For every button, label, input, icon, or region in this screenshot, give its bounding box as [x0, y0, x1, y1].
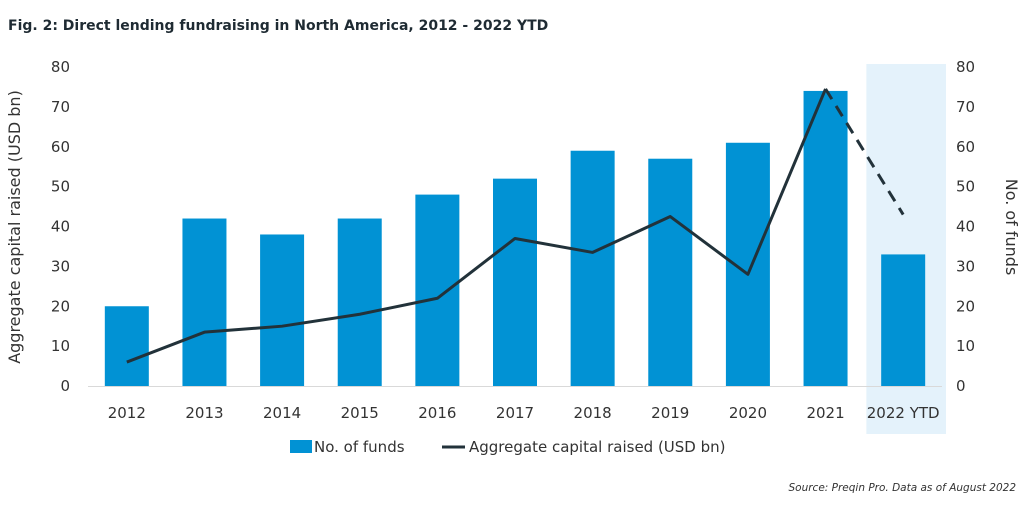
chart-title: Fig. 2: Direct lending fundraising in No…: [8, 18, 549, 34]
x-axis-labels: 2012 2013 2014 2015 2016 2017 2018 2019 2020 2021…: [108, 404, 940, 422]
right-axis-title: No. of funds: [1002, 179, 1021, 276]
bar: [182, 218, 227, 386]
right-tick-label: 10: [956, 337, 975, 355]
right-tick-label: 40: [956, 218, 975, 236]
right-tick-label: 60: [956, 138, 975, 156]
x-tick-label: 2013: [185, 404, 223, 422]
left-tick-label: 10: [51, 337, 70, 355]
x-tick-label: 2020: [729, 404, 767, 422]
line-solid: [126, 88, 827, 364]
bar: [104, 306, 149, 386]
left-tick-label: 30: [51, 257, 70, 275]
x-tick-label: 2021: [806, 404, 844, 422]
right-tick-label: 0: [956, 377, 966, 395]
x-tick-label: 2018: [574, 404, 612, 422]
bar: [415, 194, 460, 386]
x-tick-label: 2017: [496, 404, 534, 422]
bar-series: [104, 90, 926, 387]
left-tick-label: 40: [51, 218, 70, 236]
source-note: Source: Preqin Pro. Data as of August 20…: [788, 482, 1016, 494]
bar: [570, 150, 615, 386]
left-tick-label: 60: [51, 138, 70, 156]
bar: [648, 158, 693, 386]
right-tick-label: 70: [956, 98, 975, 116]
legend-label-bars: No. of funds: [314, 438, 405, 456]
left-axis: 0 10 20 30 40 50 60 70 80: [51, 58, 70, 395]
left-tick-label: 0: [60, 377, 70, 395]
line-dashed: [824, 88, 905, 216]
legend-label-line: Aggregate capital raised (USD bn): [469, 438, 726, 456]
x-tick-label: 2015: [341, 404, 379, 422]
right-tick-label: 80: [956, 58, 975, 76]
left-tick-label: 20: [51, 297, 70, 315]
line-series: [126, 88, 905, 364]
legend-swatch-bars: [290, 440, 312, 453]
x-tick-label: 2022 YTD: [867, 404, 940, 422]
x-tick-label: 2014: [263, 404, 301, 422]
left-tick-label: 80: [51, 58, 70, 76]
bar: [260, 234, 305, 386]
left-tick-label: 50: [51, 178, 70, 196]
x-tick-label: 2019: [651, 404, 689, 422]
right-tick-label: 20: [956, 297, 975, 315]
left-axis-title: Aggregate capital raised (USD bn): [5, 90, 24, 364]
x-tick-label: 2016: [418, 404, 456, 422]
right-tick-label: 50: [956, 178, 975, 196]
right-axis: 0 10 20 30 40 50 60 70 80: [956, 58, 975, 395]
right-tick-label: 30: [956, 257, 975, 275]
legend: No. of funds Aggregate capital raised (U…: [290, 438, 726, 456]
bar: [881, 254, 926, 386]
x-tick-label: 2012: [108, 404, 146, 422]
bar: [493, 178, 537, 386]
bar: [803, 90, 848, 387]
left-tick-label: 70: [51, 98, 70, 116]
bar: [337, 218, 382, 386]
